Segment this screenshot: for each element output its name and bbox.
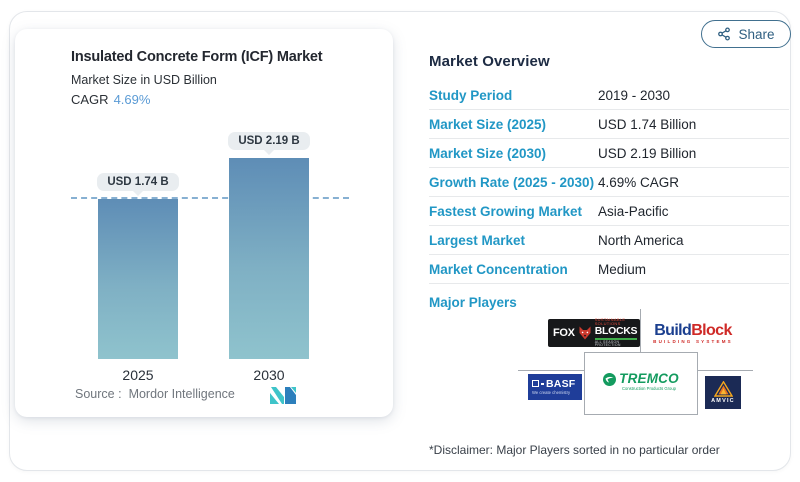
market-overview-heading: Market Overview bbox=[429, 53, 550, 70]
target-dashline bbox=[71, 197, 349, 199]
amvic-name: AMVIC bbox=[711, 398, 735, 404]
bar-value-badge: USD 2.19 B bbox=[228, 132, 310, 155]
table-row-fastest-growing-market: Fastest Growing Market Asia-Pacific bbox=[429, 197, 789, 226]
table-row-market-size-2025: Market Size (2025) USD 1.74 Billion bbox=[429, 110, 789, 139]
fox-blocks-subtext: ALL SEASON PROTECTION bbox=[594, 339, 621, 348]
tremco-name: TREMCO bbox=[619, 371, 679, 387]
amvic-triangle-icon bbox=[713, 381, 733, 397]
connector-box bbox=[584, 352, 698, 415]
connector-line bbox=[518, 370, 584, 371]
table-row-growth-rate: Growth Rate (2025 - 2030) 4.69% CAGR bbox=[429, 168, 789, 197]
buildblock-word1: Build bbox=[654, 321, 692, 339]
row-label: Fastest Growing Market bbox=[429, 203, 583, 219]
fox-blocks-tagline: SUSTAINABLE SOLUTIONS bbox=[594, 317, 626, 327]
buildblock-logo: BuildBlock BUILDING SYSTEMS bbox=[647, 319, 739, 348]
cagr-row: CAGR 4.69% bbox=[71, 92, 150, 107]
bar-group-2025: USD 1.74 B bbox=[97, 129, 179, 359]
major-players-label: Major Players bbox=[429, 295, 517, 310]
cagr-label: CAGR bbox=[71, 92, 109, 107]
row-value: USD 1.74 Billion bbox=[598, 116, 697, 132]
cagr-value: 4.69% bbox=[113, 92, 151, 107]
bar-2030 bbox=[229, 158, 309, 359]
buildblock-word2: Block bbox=[691, 321, 732, 339]
fox-head-icon bbox=[577, 325, 593, 341]
chart-title: Insulated Concrete Form (ICF) Market bbox=[71, 49, 323, 65]
row-value: 4.69% CAGR bbox=[598, 174, 680, 190]
x-axis-label-2025: 2025 bbox=[122, 367, 154, 383]
fox-blocks-logo: FOX SUSTAINABLE SOLUTIONS BLOCKS ALL SEA… bbox=[548, 317, 640, 348]
source-value: Mordor Intelligence bbox=[128, 387, 235, 401]
main-card: Insulated Concrete Form (ICF) Market Mar… bbox=[9, 11, 791, 471]
share-button-label: Share bbox=[738, 26, 775, 42]
basf-logo: BASF We create chemistry bbox=[528, 374, 582, 400]
bar-group-2030: USD 2.19 B bbox=[228, 129, 310, 359]
bar-value-badge: USD 1.74 B bbox=[97, 173, 179, 196]
bar-chart: USD 1.74 B USD 2.19 B bbox=[71, 129, 349, 359]
source-label: Source : bbox=[75, 387, 122, 401]
row-label: Largest Market bbox=[429, 232, 526, 248]
share-button[interactable]: Share bbox=[701, 20, 791, 48]
row-value: Medium bbox=[598, 261, 647, 277]
row-label: Market Size (2025) bbox=[429, 116, 547, 132]
basf-tagline: We create chemistry bbox=[532, 390, 571, 396]
row-label: Market Size (2030) bbox=[429, 145, 547, 161]
chart-subtitle: Market Size in USD Billion bbox=[71, 73, 217, 87]
chart-panel: Insulated Concrete Form (ICF) Market Mar… bbox=[15, 29, 393, 417]
mordor-intelligence-logo-icon bbox=[270, 387, 297, 409]
connector-line bbox=[698, 370, 753, 371]
row-label: Growth Rate (2025 - 2030) bbox=[429, 174, 595, 190]
basf-name: BASF bbox=[546, 377, 576, 390]
tremco-logo: TREMCO Construction Products Group bbox=[585, 366, 697, 398]
fox-blocks-word1: FOX bbox=[553, 327, 575, 339]
row-value: North America bbox=[598, 232, 684, 248]
table-row-market-concentration: Market Concentration Medium bbox=[429, 255, 789, 284]
tremco-circle-icon bbox=[603, 372, 617, 386]
row-value: USD 2.19 Billion bbox=[598, 145, 697, 161]
basf-square-icon bbox=[532, 380, 539, 388]
row-value: 2019 - 2030 bbox=[598, 87, 671, 103]
tremco-subtext: Construction Products Group bbox=[622, 386, 676, 392]
buildblock-subtext: BUILDING SYSTEMS bbox=[653, 338, 733, 344]
market-overview-table: Study Period 2019 - 2030 Market Size (20… bbox=[429, 81, 789, 284]
basf-dash-icon bbox=[541, 382, 544, 385]
disclaimer-text: *Disclaimer: Major Players sorted in no … bbox=[429, 443, 720, 457]
share-icon bbox=[717, 27, 731, 41]
x-axis-label-2030: 2030 bbox=[253, 367, 285, 383]
bar-2025 bbox=[98, 199, 178, 359]
row-label: Study Period bbox=[429, 87, 513, 103]
table-row-largest-market: Largest Market North America bbox=[429, 226, 789, 255]
row-value: Asia-Pacific bbox=[598, 203, 669, 219]
table-row-study-period: Study Period 2019 - 2030 bbox=[429, 81, 789, 110]
connector-line bbox=[640, 309, 641, 352]
fox-blocks-word2: BLOCKS bbox=[594, 326, 638, 340]
major-players-diagram: FOX SUSTAINABLE SOLUTIONS BLOCKS ALL SEA… bbox=[429, 302, 791, 437]
table-row-market-size-2030: Market Size (2030) USD 2.19 Billion bbox=[429, 139, 789, 168]
amvic-logo: AMVIC bbox=[705, 376, 741, 409]
source-row: Source : Mordor Intelligence bbox=[75, 387, 235, 401]
row-label: Market Concentration bbox=[429, 261, 568, 277]
